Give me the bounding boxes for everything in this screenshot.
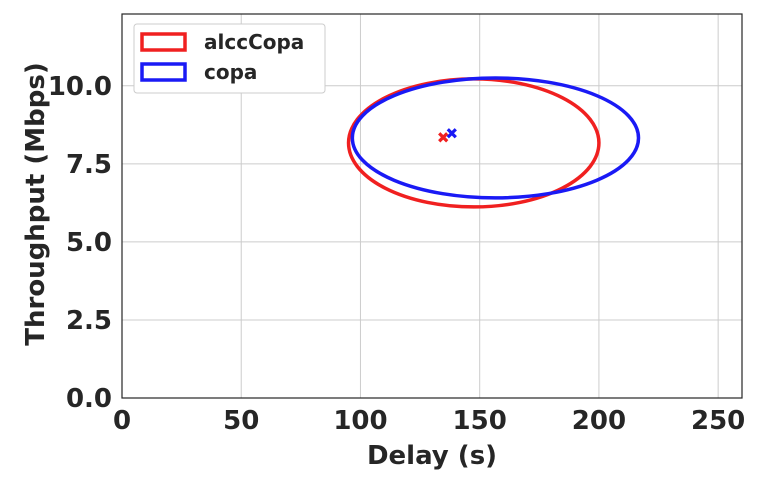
x-tick-label: 50: [223, 406, 259, 436]
y-tick-label: 10.0: [48, 72, 112, 102]
legend-swatch-copa: [140, 62, 187, 82]
y-axis-label: Throughput (Mbps): [21, 62, 51, 346]
y-tick-labels: 0.0 2.5 5.0 7.5 10.0: [48, 72, 112, 414]
x-axis-label: Delay (s): [367, 441, 497, 471]
x-tick-labels: 0 50 100 150 200 250: [113, 406, 745, 436]
plot-marks: [346, 76, 641, 209]
legend-label-copa: copa: [204, 60, 257, 84]
mean-marker-copa: [446, 128, 457, 139]
x-tick-label: 200: [572, 406, 626, 436]
y-tick-label: 0.0: [66, 384, 112, 414]
legend-box: [133, 23, 326, 94]
x-tick-label: 150: [453, 406, 507, 436]
y-tick-label: 7.5: [66, 150, 112, 180]
legend-label-alcccopa: alccCopa: [204, 30, 304, 54]
legend: alccCopa copa: [133, 23, 326, 94]
y-tick-label: 2.5: [66, 306, 112, 336]
x-tick-label: 250: [691, 406, 745, 436]
ellipse-copa: [350, 76, 641, 200]
plot-frame: [121, 13, 743, 399]
legend-swatch-alcccopa: [140, 32, 187, 52]
x-tick-label: 0: [113, 406, 131, 436]
y-tick-label: 5.0: [66, 228, 112, 258]
mean-marker-alcccopa: [438, 132, 449, 143]
x-tick-label: 100: [333, 406, 387, 436]
